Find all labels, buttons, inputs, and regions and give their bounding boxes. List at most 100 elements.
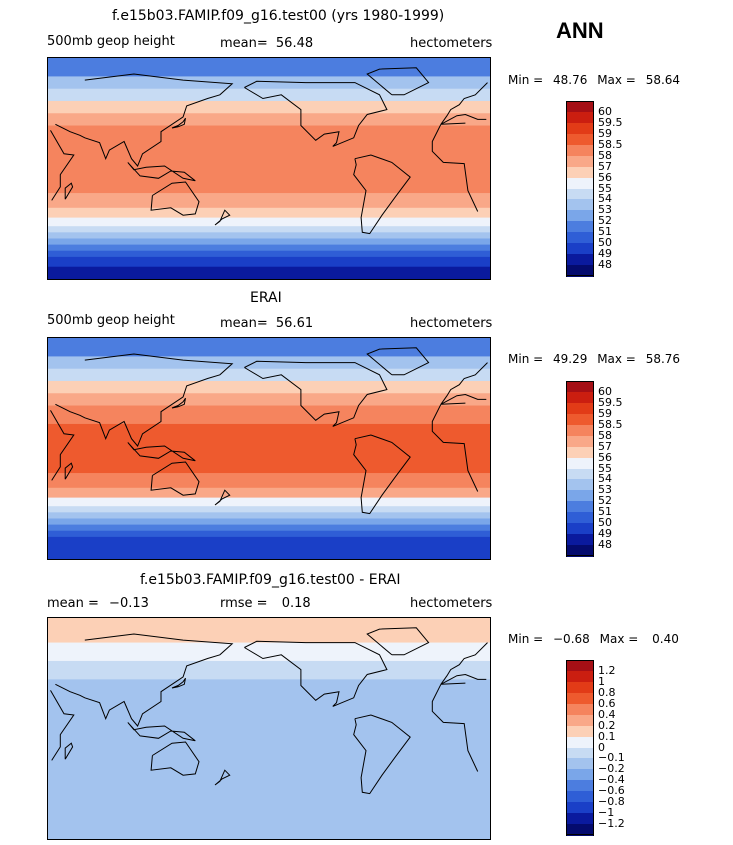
colorbar-tick-label: 1 [598,674,605,688]
coastline [353,154,411,235]
coastline [64,742,74,760]
panel-3-rmse: rmse = 0.18 [220,596,311,611]
coastline [366,627,430,656]
colorbar-tick-label: −0.1 [598,751,625,765]
coastline [244,360,388,427]
coastline [353,714,411,795]
colorbar-tick-label: 56 [598,450,612,464]
colorbar-tick-label: 59.5 [598,115,623,129]
coastline [214,209,231,226]
coastline [244,80,388,147]
coastline [127,442,196,462]
colorbar-tick-label: 59 [598,406,612,420]
coastline [214,769,231,786]
colorbar-tick-label: 1.2 [598,663,616,677]
zonal-band [48,473,490,489]
panel-1-title: f.e15b03.FAMIP.f09_g16.test00 (yrs 1980-… [112,8,445,24]
colorbar-tick-label: 0 [598,740,605,754]
zonal-band [48,238,490,246]
coastline [50,682,479,772]
colorbar-tick-label: 57 [598,439,612,453]
panel-2-map [47,337,491,560]
panel-1-mean-value: 56.48 [275,36,314,51]
colorbar-tick-label: 53 [598,483,612,497]
colorbar-tick-label: −0.4 [598,773,625,787]
panel-1-min-label: Min = [508,73,544,87]
zonal-band [48,76,490,90]
zonal-band [48,193,490,209]
panel-1-map [47,57,491,280]
colorbar-tick-label: 49 [598,527,612,541]
colorbar-tick-label: 54 [598,192,612,206]
panel-3-title: f.e15b03.FAMIP.f09_g16.test00 - ERAI [140,572,401,588]
colorbar-tick-label: 56 [598,170,612,184]
panel-2-max-label: Max = [597,352,636,366]
colorbar-tick-label: 48 [598,258,612,272]
panel-3-colorbar: 1.2 1 0.8 0.6 0.4 0.2 0.1 0 −0.1 −0.2 −0.4 −0.6 −0.8… [566,660,676,836]
panel-2-title: ERAI [250,290,282,306]
zonal-band [48,232,490,239]
coastline [353,434,411,515]
zonal-band [48,642,490,662]
panel-2-mean-label: mean= [220,316,268,331]
panel-3-rmse-value: 0.18 [281,596,311,611]
colorbar-tick-label: 0.8 [598,685,616,699]
zonal-band [48,423,490,474]
panel-1-mean-label: mean= [220,36,268,51]
zonal-band [48,506,490,513]
colorbar-tick-label: 58.5 [598,417,623,431]
colorbar-tick-label: −1 [598,806,615,820]
colorbar-tick-label: −0.2 [598,762,625,776]
panel-1-mean: mean= 56.48 [220,36,313,51]
coastline [150,741,200,776]
colorbar-tick-label: 51 [598,505,612,519]
zonal-band [48,125,490,145]
zonal-band [48,58,490,77]
panel-3-map [47,617,491,840]
panel-1-variable-label: 500mb geop height [47,34,175,49]
panel-2-units: hectometers [410,316,493,331]
zonal-band [48,338,490,357]
colorbar-tick-label: 59 [598,126,612,140]
zonal-band [48,512,490,519]
colorbar-tick-label: 0.6 [598,696,616,710]
zonal-band [48,660,490,680]
panel-1-max-value: 58.64 [645,73,681,87]
zonal-band [48,518,490,526]
colorbar-tick-label: 57 [598,159,612,173]
zonal-band [48,100,490,114]
zonal-band [48,368,490,382]
zonal-band [48,380,490,394]
colorbar-tick-label: 58.5 [598,137,623,151]
panel-3-mean: mean = −0.13 [47,596,149,611]
colorbar-tick-label: 55 [598,181,612,195]
panel-1-colorbar: 60 59.5 59 58.5 58 57 56 55 54 53 52 51 50 49 48 [566,101,676,277]
coastline [127,162,196,182]
colorbar-frame [566,101,594,276]
coastline [171,677,186,689]
zonal-band [48,530,490,538]
panel-3-max-label: Max = [599,632,639,646]
zonal-band [48,256,490,268]
coastline [64,182,74,200]
zonal-band [48,497,490,507]
colorbar-tick-label: 60 [598,104,612,118]
panel-3-max-value: 0.40 [652,632,679,646]
coastline [55,633,488,727]
zonal-band [48,226,490,233]
panel-2-minmax: Min = 49.29 Max = 58.76 [508,352,680,366]
panel-2-mean: mean= 56.61 [220,316,313,331]
zonal-band [48,143,490,194]
colorbar-tick-label: 58 [598,148,612,162]
panel-3-mean-label: mean = [47,596,99,611]
panel-1-map-svg [48,58,490,279]
panel-1-units: hectometers [410,36,493,51]
colorbar-tick-label: 52 [598,214,612,228]
colorbar-tick-label: 59.5 [598,395,623,409]
panel-2-mean-value: 56.61 [275,316,314,331]
zonal-band [48,207,490,219]
coastline [127,722,196,742]
panel-3-rmse-label: rmse = [220,596,268,611]
coastline [55,73,488,167]
coastline [171,397,186,409]
